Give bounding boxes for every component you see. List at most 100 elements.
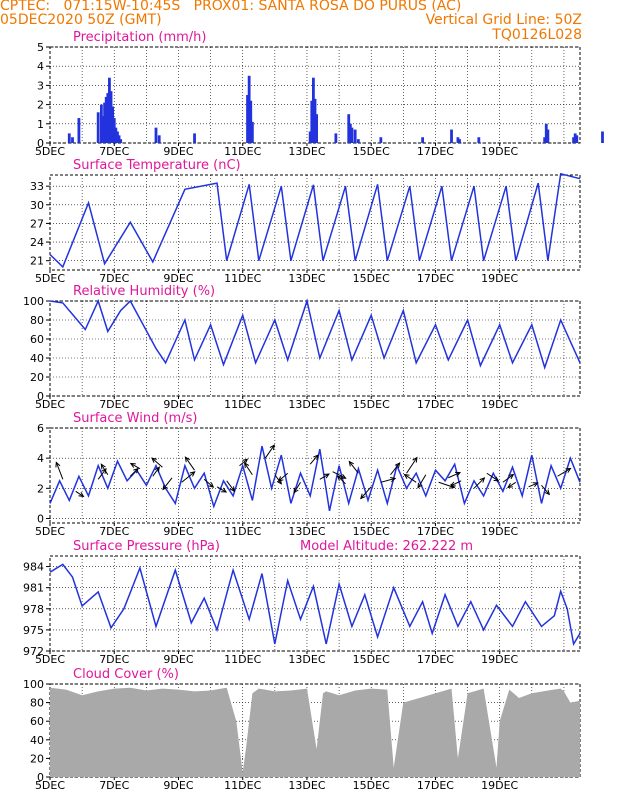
- wind-arrow-shaft: [244, 462, 253, 476]
- precip-bar: [116, 131, 119, 143]
- precip-bar: [249, 100, 253, 143]
- wind-arrow-shaft: [274, 474, 282, 485]
- wind-arrow-shaft: [55, 462, 64, 480]
- y-tick-label: 100: [23, 295, 44, 308]
- y-tick-label: 2: [37, 99, 44, 112]
- header-station: CPTEC: 071:15W-10:45S PROX01: SANTA ROSA…: [0, 0, 462, 14]
- wind-arrow-shaft: [185, 456, 195, 471]
- x-tick-label: 5DEC: [35, 145, 65, 158]
- wind-arrow-head: [221, 487, 228, 493]
- wind-arrow-head: [454, 471, 462, 477]
- x-tick-label: 9DEC: [163, 145, 193, 158]
- y-tick-label: 0: [37, 137, 44, 150]
- wind-arrow-head: [189, 471, 196, 477]
- wind-arrow-shaft: [278, 472, 289, 482]
- wind-arrow-head: [229, 486, 236, 493]
- precip-bar: [458, 139, 461, 143]
- y-tick-label: 6: [37, 422, 44, 435]
- wind-arrow-shaft: [239, 458, 248, 467]
- panel-1: [46, 172, 581, 273]
- precip-bar: [601, 131, 604, 143]
- wind-arrow-head: [154, 466, 160, 473]
- x-tick-label: 13DEC: [288, 525, 325, 538]
- wind-arrow-shaft: [151, 457, 163, 468]
- precip-bar: [315, 114, 319, 143]
- precip-bar: [573, 133, 577, 143]
- y-tick-label: 30: [30, 199, 44, 212]
- x-tick-label: 5DEC: [35, 779, 65, 792]
- y-tick-label: 0: [37, 771, 44, 784]
- wind-arrow-shaft: [75, 490, 84, 497]
- header-vertical-grid: Vertical Grid Line: 50Z: [425, 12, 582, 28]
- y-tick-label: 4: [37, 452, 44, 465]
- y-tick-label: 4: [37, 60, 44, 73]
- wind-arrow-head: [101, 467, 107, 474]
- precip-bar: [67, 133, 71, 143]
- wind-arrow-head: [184, 456, 191, 463]
- precip-bar: [247, 75, 251, 143]
- wind-arrow-shaft: [348, 461, 359, 474]
- precip-bar: [108, 77, 111, 143]
- wind-arrow-shaft: [502, 474, 514, 483]
- y-tick-label: 40: [30, 352, 44, 365]
- x-tick-label: 15DEC: [353, 145, 390, 158]
- panel-frame: [49, 174, 581, 271]
- panel-subtitle: Model Altitude: 262.222 m: [300, 539, 473, 554]
- x-tick-label: 7DEC: [99, 398, 129, 411]
- y-tick-label: 20: [30, 371, 44, 384]
- x-tick-label: 9DEC: [163, 398, 193, 411]
- y-tick-label: 20: [30, 752, 44, 765]
- wind-arrow-head: [417, 482, 423, 489]
- precip-bar: [103, 102, 107, 143]
- wind-arrow-head: [129, 462, 136, 468]
- x-tick-label: 19DEC: [481, 398, 518, 411]
- precip-bar: [546, 129, 550, 143]
- y-tick-label: 984: [23, 561, 44, 574]
- wind-arrow-head: [493, 476, 500, 482]
- y-tick-label: 80: [30, 314, 44, 327]
- wind-arrow-shaft: [293, 482, 301, 493]
- x-tick-label: 5DEC: [35, 525, 65, 538]
- precip-bar: [544, 123, 548, 143]
- wind-arrow-head: [565, 467, 572, 473]
- wind-arrow-shaft: [473, 477, 485, 489]
- wind-arrow-head: [269, 444, 275, 451]
- wind-arrow-head: [100, 463, 106, 470]
- panel-title: Cloud Cover (%): [73, 667, 179, 682]
- x-tick-label: 17DEC: [417, 272, 454, 285]
- wind-arrow-shaft: [337, 475, 346, 485]
- x-tick-label: 15DEC: [353, 653, 390, 666]
- wind-arrow-head: [293, 487, 299, 494]
- precip-bar: [101, 116, 105, 143]
- panel-2: [46, 298, 581, 399]
- panel-frame: [49, 300, 581, 397]
- cloud-area: [50, 687, 580, 777]
- x-tick-label: 19DEC: [481, 272, 518, 285]
- x-tick-label: 19DEC: [481, 525, 518, 538]
- y-tick-label: 978: [23, 603, 44, 616]
- panel-frame: [49, 427, 581, 524]
- y-tick-label: 60: [30, 715, 44, 728]
- y-tick-label: 60: [30, 333, 44, 346]
- y-tick-label: 24: [30, 236, 44, 249]
- wind-arrow-shaft: [226, 480, 235, 492]
- wind-arrow-head: [336, 475, 343, 481]
- x-tick-label: 5DEC: [35, 398, 65, 411]
- wind-arrow-head: [348, 460, 354, 467]
- y-tick-label: 975: [23, 624, 44, 637]
- x-tick-label: 15DEC: [353, 525, 390, 538]
- panel-3: [46, 427, 581, 526]
- panel-title: Precipitation (mm/h): [73, 30, 206, 45]
- precip-bar: [96, 112, 100, 143]
- precip-bar: [334, 133, 338, 143]
- x-tick-label: 9DEC: [163, 272, 193, 285]
- wind-arrow-head: [479, 477, 486, 483]
- wind-arrow-head: [412, 456, 418, 463]
- precip-bar: [356, 139, 360, 143]
- panel-4: [46, 555, 581, 654]
- x-tick-label: 7DEC: [99, 779, 129, 792]
- y-tick-label: 0: [37, 512, 44, 525]
- panel-5: [46, 683, 581, 780]
- y-tick-label: 21: [30, 255, 44, 268]
- wind-arrow-head: [162, 484, 168, 491]
